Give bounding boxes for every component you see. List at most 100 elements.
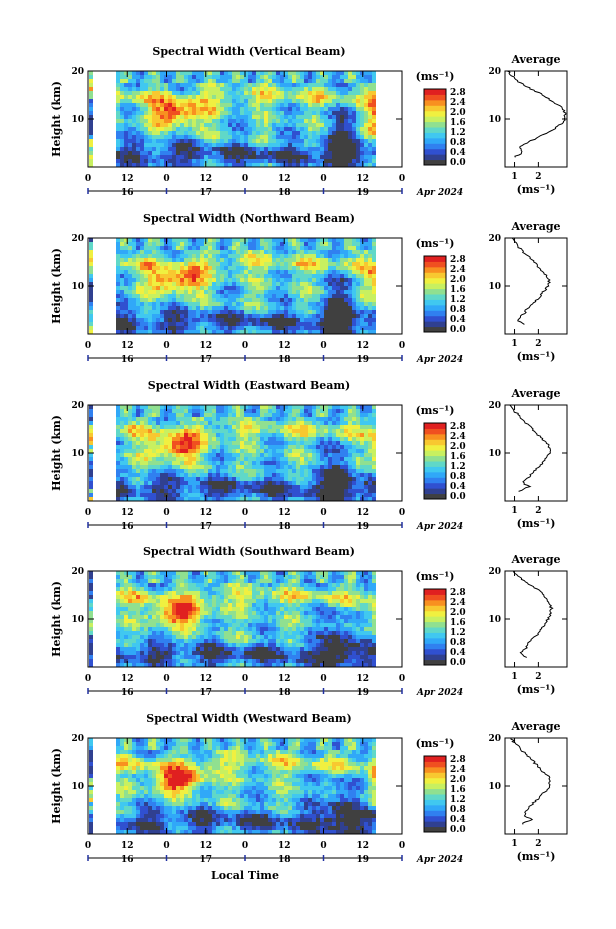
- heatmap-cell: [332, 326, 336, 330]
- heatmap-cell: [316, 477, 320, 481]
- heatmap-cell: [288, 437, 292, 441]
- heatmap-cell: [248, 409, 252, 413]
- heatmap-cell: [296, 286, 300, 290]
- heatmap-cell: [236, 75, 240, 79]
- heatmap-cell: [89, 405, 93, 409]
- heatmap-cell: [180, 441, 184, 445]
- heatmap-cell: [144, 278, 148, 282]
- heatmap-cell: [196, 298, 200, 302]
- heatmap-cell: [260, 163, 264, 167]
- heatmap-cell: [364, 318, 368, 322]
- heatmap-cell: [172, 493, 176, 497]
- heatmap-cell: [152, 485, 156, 489]
- heatmap-cell: [176, 425, 180, 429]
- heatmap-cell: [368, 310, 372, 314]
- heatmap-cell: [348, 489, 352, 493]
- heatmap-cell: [348, 270, 352, 274]
- heatmap-cell: [140, 95, 144, 99]
- heatmap-cell: [136, 477, 140, 481]
- heatmap-cell: [172, 294, 176, 298]
- heatmap-cell: [196, 497, 200, 501]
- heatmap-cell: [300, 238, 304, 242]
- heatmap-cell: [132, 71, 136, 75]
- heatmap-cell: [372, 238, 376, 242]
- heatmap-cell: [160, 326, 164, 330]
- heatmap-cell: [284, 457, 288, 461]
- heatmap-cell: [336, 318, 340, 322]
- heatmap-cell: [148, 143, 152, 147]
- heatmap-cell: [256, 242, 260, 246]
- heatmap-cell: [124, 302, 128, 306]
- heatmap-cell: [168, 290, 172, 294]
- heatmap-cell: [352, 139, 356, 143]
- heatmap-cell: [152, 465, 156, 469]
- heatmap-cell: [212, 322, 216, 326]
- heatmap-cell: [368, 107, 372, 111]
- heatmap-cell: [236, 155, 240, 159]
- heatmap-cell: [89, 155, 93, 159]
- heatmap-cell: [264, 453, 268, 457]
- heatmap-cell: [89, 159, 93, 163]
- heatmap-cell: [312, 405, 316, 409]
- heatmap-cell: [244, 457, 248, 461]
- heatmap-cell: [316, 91, 320, 95]
- heatmap-cell: [232, 238, 236, 242]
- heatmap-cell: [172, 417, 176, 421]
- heatmap-cell: [260, 485, 264, 489]
- colorbar-swatch: [424, 154, 446, 161]
- heatmap-cell: [232, 139, 236, 143]
- heatmap-cell: [124, 457, 128, 461]
- heatmap-cell: [204, 103, 208, 107]
- heatmap-cell: [148, 87, 152, 91]
- heatmap-cell: [188, 493, 192, 497]
- heatmap-cell: [128, 99, 132, 103]
- heatmap-cell: [124, 242, 128, 246]
- heatmap-cell: [280, 159, 284, 163]
- heatmap-cell: [356, 83, 360, 87]
- heatmap-cell: [180, 405, 184, 409]
- heatmap-cell: [280, 266, 284, 270]
- heatmap-cell: [280, 95, 284, 99]
- y-tick-label: 10: [71, 449, 84, 459]
- heatmap-cell: [308, 469, 312, 473]
- heatmap-cell: [372, 461, 376, 465]
- heatmap-cell: [156, 139, 160, 143]
- heatmap-cell: [192, 306, 196, 310]
- heatmap-cell: [288, 139, 292, 143]
- profile-y-tick-label: 20: [488, 234, 501, 244]
- heatmap-cell: [240, 111, 244, 115]
- heatmap-cell: [192, 497, 196, 501]
- heatmap-cell: [156, 433, 160, 437]
- heatmap-cell: [372, 409, 376, 413]
- date-label: 18: [278, 355, 291, 365]
- heatmap-cell: [120, 155, 124, 159]
- heatmap-cell: [204, 453, 208, 457]
- heatmap-cell: [128, 111, 132, 115]
- heatmap-cell: [160, 87, 164, 91]
- heatmap-cell: [220, 274, 224, 278]
- heatmap-cell: [256, 79, 260, 83]
- heatmap-cell: [168, 445, 172, 449]
- heatmap-cell: [204, 99, 208, 103]
- heatmap-cell: [116, 278, 120, 282]
- heatmap-cell: [304, 282, 308, 286]
- heatmap-cell: [192, 433, 196, 437]
- heatmap-cell: [316, 282, 320, 286]
- heatmap-cell: [356, 155, 360, 159]
- heatmap-cell: [120, 123, 124, 127]
- heatmap-cell: [348, 413, 352, 417]
- heatmap-cell: [196, 246, 200, 250]
- heatmap-cell: [120, 286, 124, 290]
- heatmap-cell: [356, 298, 360, 302]
- heatmap-cell: [89, 489, 93, 493]
- heatmap-cell: [196, 453, 200, 457]
- heatmap-cell: [232, 103, 236, 107]
- heatmap-cell: [128, 163, 132, 167]
- heatmap-cell: [140, 91, 144, 95]
- heatmap-cell: [140, 469, 144, 473]
- heatmap-cell: [228, 477, 232, 481]
- heatmap-cell: [344, 119, 348, 123]
- heatmap-cell: [120, 75, 124, 79]
- heatmap-cell: [89, 290, 93, 294]
- heatmap-cell: [152, 461, 156, 465]
